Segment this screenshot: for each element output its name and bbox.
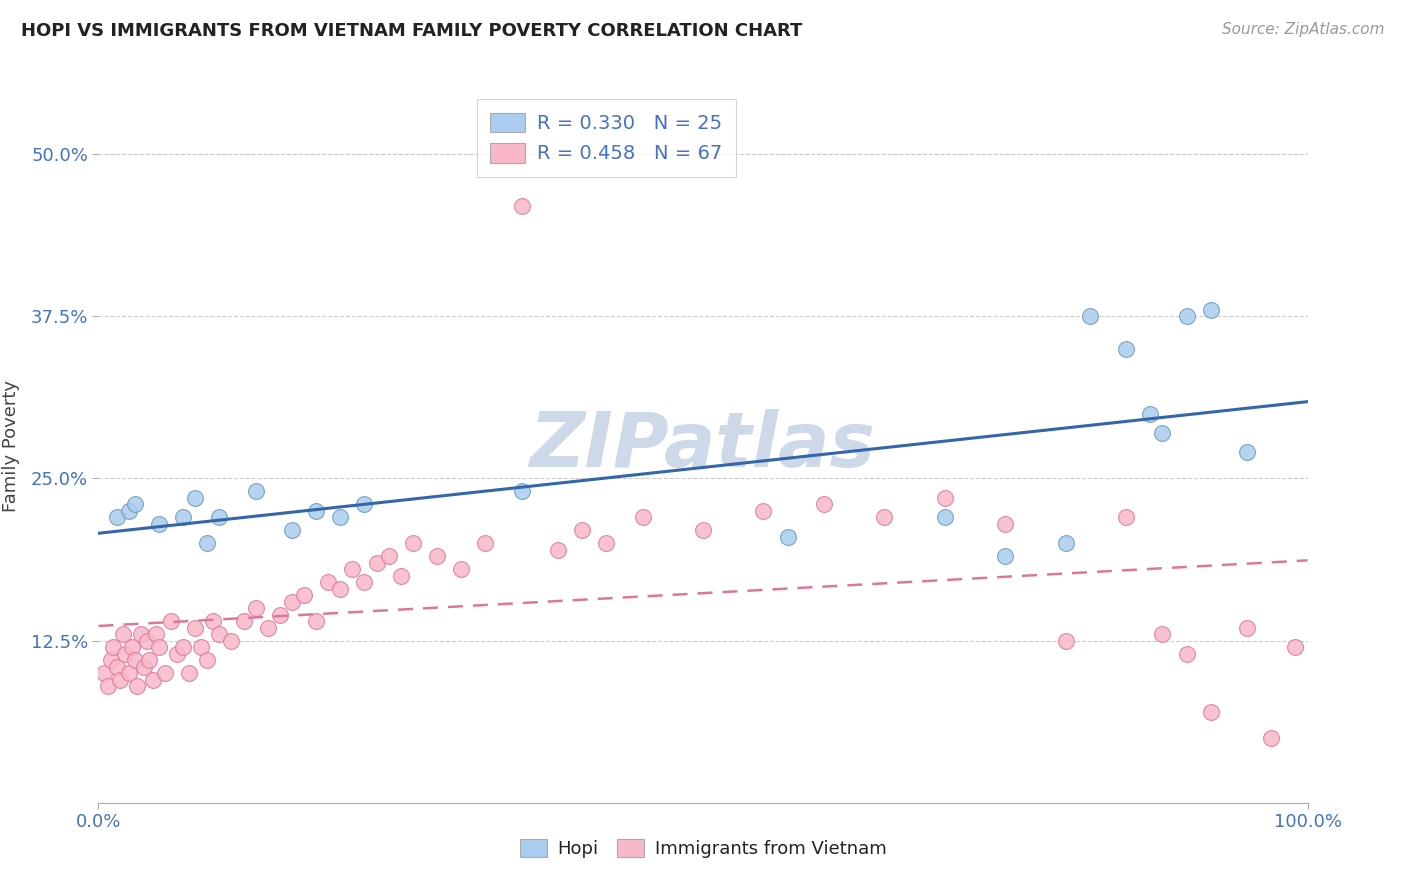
Point [474, 536, 496, 550]
Point [93, 666, 115, 681]
Point [124, 497, 146, 511]
Point [166, 647, 188, 661]
Point [101, 640, 124, 654]
Point [245, 601, 267, 615]
Point [292, 588, 315, 602]
Point [208, 510, 231, 524]
Point [426, 549, 449, 564]
Point [1054, 536, 1077, 550]
Point [153, 666, 176, 681]
Point [245, 484, 267, 499]
Point [135, 633, 157, 648]
Point [329, 510, 352, 524]
Point [1054, 633, 1077, 648]
Point [190, 640, 212, 654]
Point [402, 536, 425, 550]
Point [134, 659, 156, 673]
Point [148, 516, 170, 531]
Point [873, 510, 896, 524]
Point [281, 595, 304, 609]
Point [118, 504, 141, 518]
Point [179, 666, 201, 681]
Point [142, 673, 165, 687]
Point [450, 562, 472, 576]
Point [305, 504, 328, 518]
Point [389, 568, 412, 582]
Point [353, 497, 375, 511]
Point [121, 640, 143, 654]
Point [1078, 310, 1101, 324]
Point [1236, 621, 1258, 635]
Point [108, 673, 131, 687]
Point [595, 536, 617, 550]
Point [342, 562, 364, 576]
Point [934, 491, 956, 505]
Point [195, 653, 218, 667]
Point [305, 614, 328, 628]
Point [269, 607, 291, 622]
Point [366, 556, 388, 570]
Point [1152, 627, 1174, 641]
Point [138, 653, 160, 667]
Point [994, 516, 1017, 531]
Point [129, 627, 152, 641]
Point [184, 621, 207, 635]
Point [1115, 342, 1137, 356]
Point [281, 524, 304, 538]
Point [97, 679, 120, 693]
Y-axis label: Family Poverty: Family Poverty [1, 380, 20, 512]
Point [114, 647, 136, 661]
Point [813, 497, 835, 511]
Point [1175, 647, 1198, 661]
Point [752, 504, 775, 518]
Point [208, 627, 231, 641]
Point [994, 549, 1017, 564]
Point [124, 653, 146, 667]
Point [221, 633, 243, 648]
Point [934, 510, 956, 524]
Point [202, 614, 225, 628]
Point [1199, 302, 1222, 317]
Point [256, 621, 278, 635]
Point [1284, 640, 1306, 654]
Point [631, 510, 654, 524]
Point [1139, 407, 1161, 421]
Point [105, 510, 128, 524]
Point [160, 614, 183, 628]
Point [776, 530, 799, 544]
Point [127, 679, 149, 693]
Point [145, 627, 167, 641]
Point [1236, 445, 1258, 459]
Point [510, 484, 533, 499]
Point [1199, 705, 1222, 719]
Text: ZIPatlas: ZIPatlas [530, 409, 876, 483]
Point [148, 640, 170, 654]
Point [547, 542, 569, 557]
Point [692, 524, 714, 538]
Point [353, 575, 375, 590]
Point [172, 640, 194, 654]
Point [510, 199, 533, 213]
Text: Source: ZipAtlas.com: Source: ZipAtlas.com [1222, 22, 1385, 37]
Point [329, 582, 352, 596]
Point [571, 524, 593, 538]
Point [1260, 731, 1282, 745]
Point [105, 659, 128, 673]
Point [232, 614, 254, 628]
Text: HOPI VS IMMIGRANTS FROM VIETNAM FAMILY POVERTY CORRELATION CHART: HOPI VS IMMIGRANTS FROM VIETNAM FAMILY P… [21, 22, 803, 40]
Point [100, 653, 122, 667]
Point [172, 510, 194, 524]
Point [1175, 310, 1198, 324]
Point [184, 491, 207, 505]
Point [195, 536, 218, 550]
Point [377, 549, 399, 564]
Point [118, 666, 141, 681]
Point [316, 575, 339, 590]
Point [1152, 425, 1174, 440]
Point [1115, 510, 1137, 524]
Point [111, 627, 134, 641]
Legend: Hopi, Immigrants from Vietnam: Hopi, Immigrants from Vietnam [512, 831, 894, 865]
